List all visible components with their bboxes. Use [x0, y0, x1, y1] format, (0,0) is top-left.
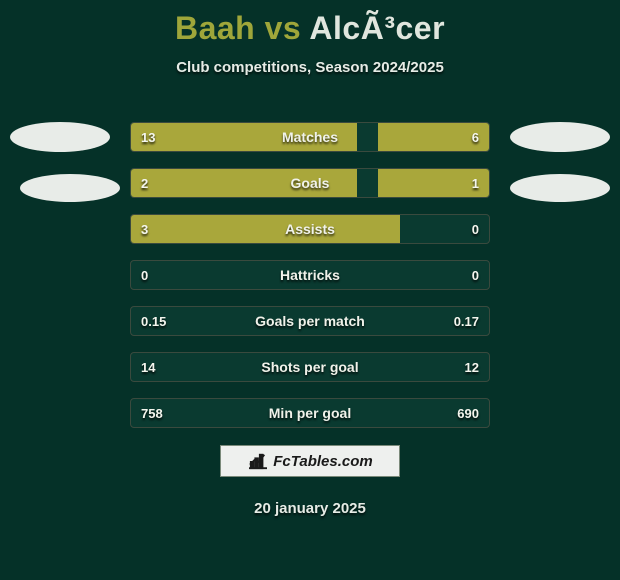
chart-icon: [247, 452, 269, 470]
stat-row: 0.15 0.17Goals per match: [130, 306, 490, 336]
team-logo-left-1: [10, 122, 110, 152]
stat-fill-right: [378, 169, 489, 197]
stat-value-left: 758: [141, 399, 163, 427]
stat-value-left: 0: [141, 261, 148, 289]
title-player2: AlcÃ³cer: [309, 10, 445, 46]
team-logo-left-2: [20, 174, 120, 202]
stat-row: 758 690Min per goal: [130, 398, 490, 428]
stat-value-right: 690: [457, 399, 479, 427]
stat-label: Shots per goal: [131, 353, 489, 381]
footer-date: 20 january 2025: [0, 500, 620, 517]
stat-value-right: 12: [465, 353, 479, 381]
stat-row: 0 0Hattricks: [130, 260, 490, 290]
watermark: FcTables.com: [220, 445, 400, 477]
stat-row: 21Goals: [130, 168, 490, 198]
title-player1: Baah: [175, 10, 255, 46]
stat-fill-left: [131, 123, 357, 151]
stats-rows: 136Matches21Goals30Assists00Hattricks0.1…: [130, 122, 490, 444]
stat-value-right: 0.17: [454, 307, 479, 335]
title-vs: vs: [265, 10, 302, 46]
title: Baah vs AlcÃ³cer: [0, 0, 620, 47]
stat-row: 136Matches: [130, 122, 490, 152]
stat-value-left: 14: [141, 353, 155, 381]
stat-label: Min per goal: [131, 399, 489, 427]
stat-label: Hattricks: [131, 261, 489, 289]
stat-value-right: 0: [472, 261, 479, 289]
stat-fill-right: [378, 123, 489, 151]
team-logo-right-1: [510, 122, 610, 152]
stat-row: 30Assists: [130, 214, 490, 244]
team-logo-right-2: [510, 174, 610, 202]
stat-fill-left: [131, 215, 400, 243]
stat-row: 14 12Shots per goal: [130, 352, 490, 382]
subtitle: Club competitions, Season 2024/2025: [0, 59, 620, 76]
stat-value-left: 0.15: [141, 307, 166, 335]
stat-value-right: 0: [472, 215, 479, 243]
watermark-text: FcTables.com: [273, 453, 372, 470]
stat-label: Goals per match: [131, 307, 489, 335]
stat-fill-left: [131, 169, 357, 197]
